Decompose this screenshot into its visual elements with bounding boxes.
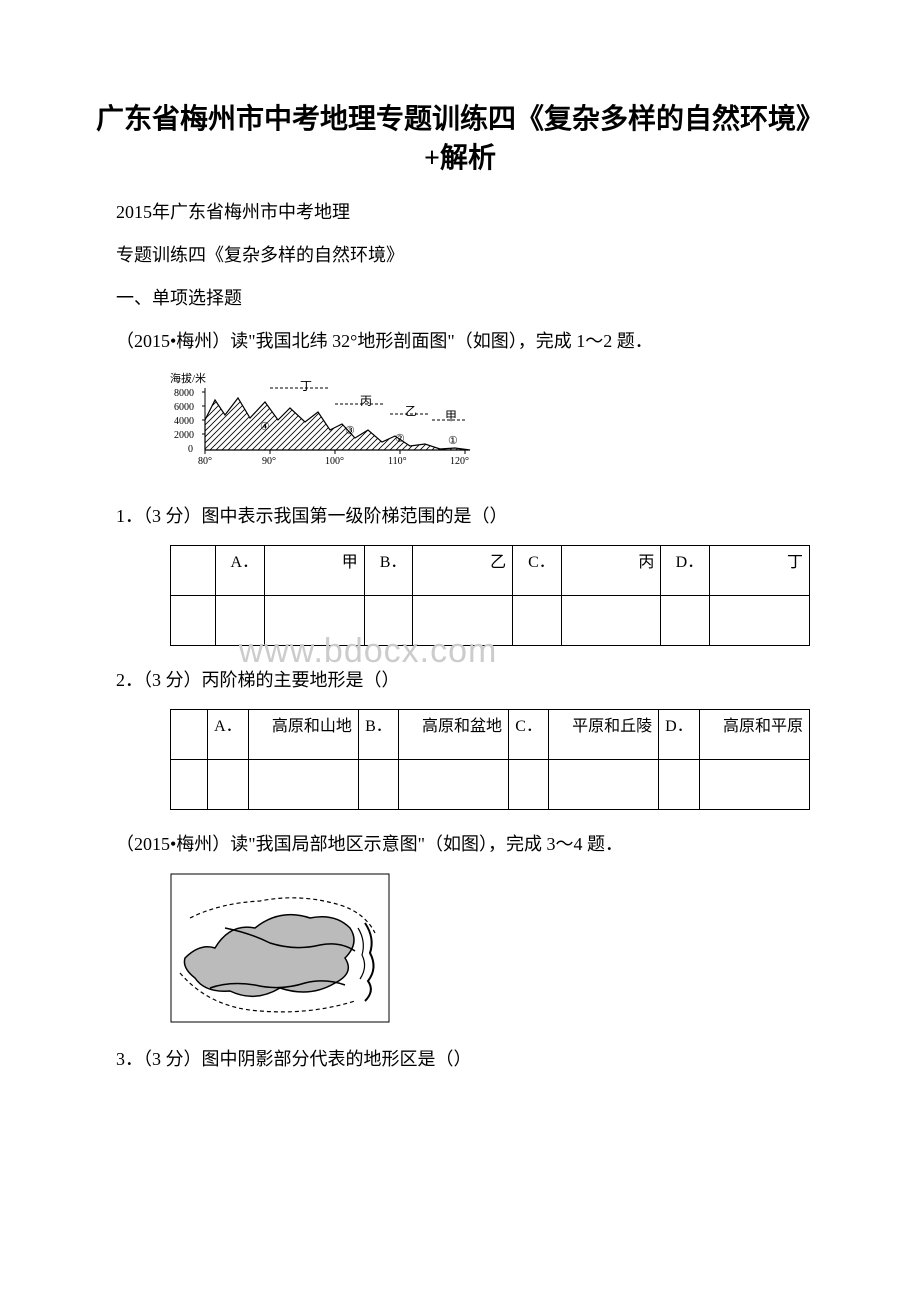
opt-c-val: 丙 <box>561 545 661 595</box>
opt-c-label: C． <box>509 709 549 759</box>
marker-1: ① <box>448 435 458 447</box>
opt-c-val: 平原和丘陵 <box>548 709 658 759</box>
opt-a-label: A． <box>216 545 265 595</box>
opt-d-label: D． <box>661 545 710 595</box>
marker-2: ② <box>395 433 405 445</box>
ytick-4000: 4000 <box>174 416 194 427</box>
marker-4: ④ <box>260 421 270 433</box>
xtick-110: 110° <box>388 456 407 467</box>
profile-chart-figure: 海拔/米 8000 6000 4000 2000 0 丁 丙 乙 甲 ④ ③ ②… <box>170 370 840 489</box>
opt-d-val: 高原和平原 <box>699 709 809 759</box>
answer-table-2: A． 高原和山地 B． 高原和盆地 C． 平原和丘陵 D． 高原和平原 <box>170 709 810 810</box>
paragraph-context-2: （2015•梅州）读"我国局部地区示意图"（如图），完成 3～4 题． <box>80 830 840 859</box>
xtick-120: 120° <box>450 456 469 467</box>
question-1: 1．（3 分）图中表示我国第一级阶梯范围的是（） <box>80 502 840 531</box>
ytick-8000: 8000 <box>174 388 194 399</box>
opt-b-label: B． <box>364 545 413 595</box>
table-row <box>171 759 810 809</box>
opt-a-label: A． <box>208 709 249 759</box>
paragraph-context-1: （2015•梅州）读"我国北纬 32°地形剖面图"（如图），完成 1～2 题． <box>80 327 840 356</box>
opt-c-label: C． <box>513 545 562 595</box>
ytick-0: 0 <box>188 444 193 455</box>
region-bing: 丙 <box>360 394 372 408</box>
table-row: A． 高原和山地 B． 高原和盆地 C． 平原和丘陵 D． 高原和平原 <box>171 709 810 759</box>
opt-d-val: 丁 <box>710 545 810 595</box>
question-2: 2．（3 分）丙阶梯的主要地形是（） <box>80 666 840 695</box>
xtick-100: 100° <box>325 456 344 467</box>
question-3: 3．（3 分）图中阴影部分代表的地形区是（） <box>80 1045 840 1074</box>
opt-a-val: 高原和山地 <box>248 709 358 759</box>
opt-a-val: 甲 <box>265 545 365 595</box>
region-jia: 甲 <box>445 409 457 423</box>
answer-table-1: A． 甲 B． 乙 C． 丙 D． 丁 <box>170 545 810 646</box>
paragraph-year: 2015年广东省梅州市中考地理 <box>80 198 840 227</box>
region-yi: 乙 <box>405 404 417 418</box>
region-ding: 丁 <box>300 379 312 393</box>
opt-b-val: 乙 <box>413 545 513 595</box>
paragraph-topic: 专题训练四《复杂多样的自然环境》 <box>80 241 840 270</box>
map-svg <box>170 873 390 1023</box>
ytick-2000: 2000 <box>174 430 194 441</box>
xtick-80: 80° <box>198 456 212 467</box>
profile-chart-svg: 海拔/米 8000 6000 4000 2000 0 丁 丙 乙 甲 ④ ③ ②… <box>170 370 490 480</box>
table-row <box>171 595 810 645</box>
opt-b-val: 高原和盆地 <box>398 709 508 759</box>
page-title: 广东省梅州市中考地理专题训练四《复杂多样的自然环境》+解析 <box>80 100 840 178</box>
opt-d-label: D． <box>659 709 700 759</box>
paragraph-section: 一、单项选择题 <box>80 284 840 313</box>
marker-3: ③ <box>345 425 355 437</box>
ytick-6000: 6000 <box>174 402 194 413</box>
opt-b-label: B． <box>358 709 398 759</box>
table-row: A． 甲 B． 乙 C． 丙 D． 丁 <box>171 545 810 595</box>
map-figure <box>170 873 840 1032</box>
y-axis-label: 海拔/米 <box>170 371 206 385</box>
xtick-90: 90° <box>262 456 276 467</box>
